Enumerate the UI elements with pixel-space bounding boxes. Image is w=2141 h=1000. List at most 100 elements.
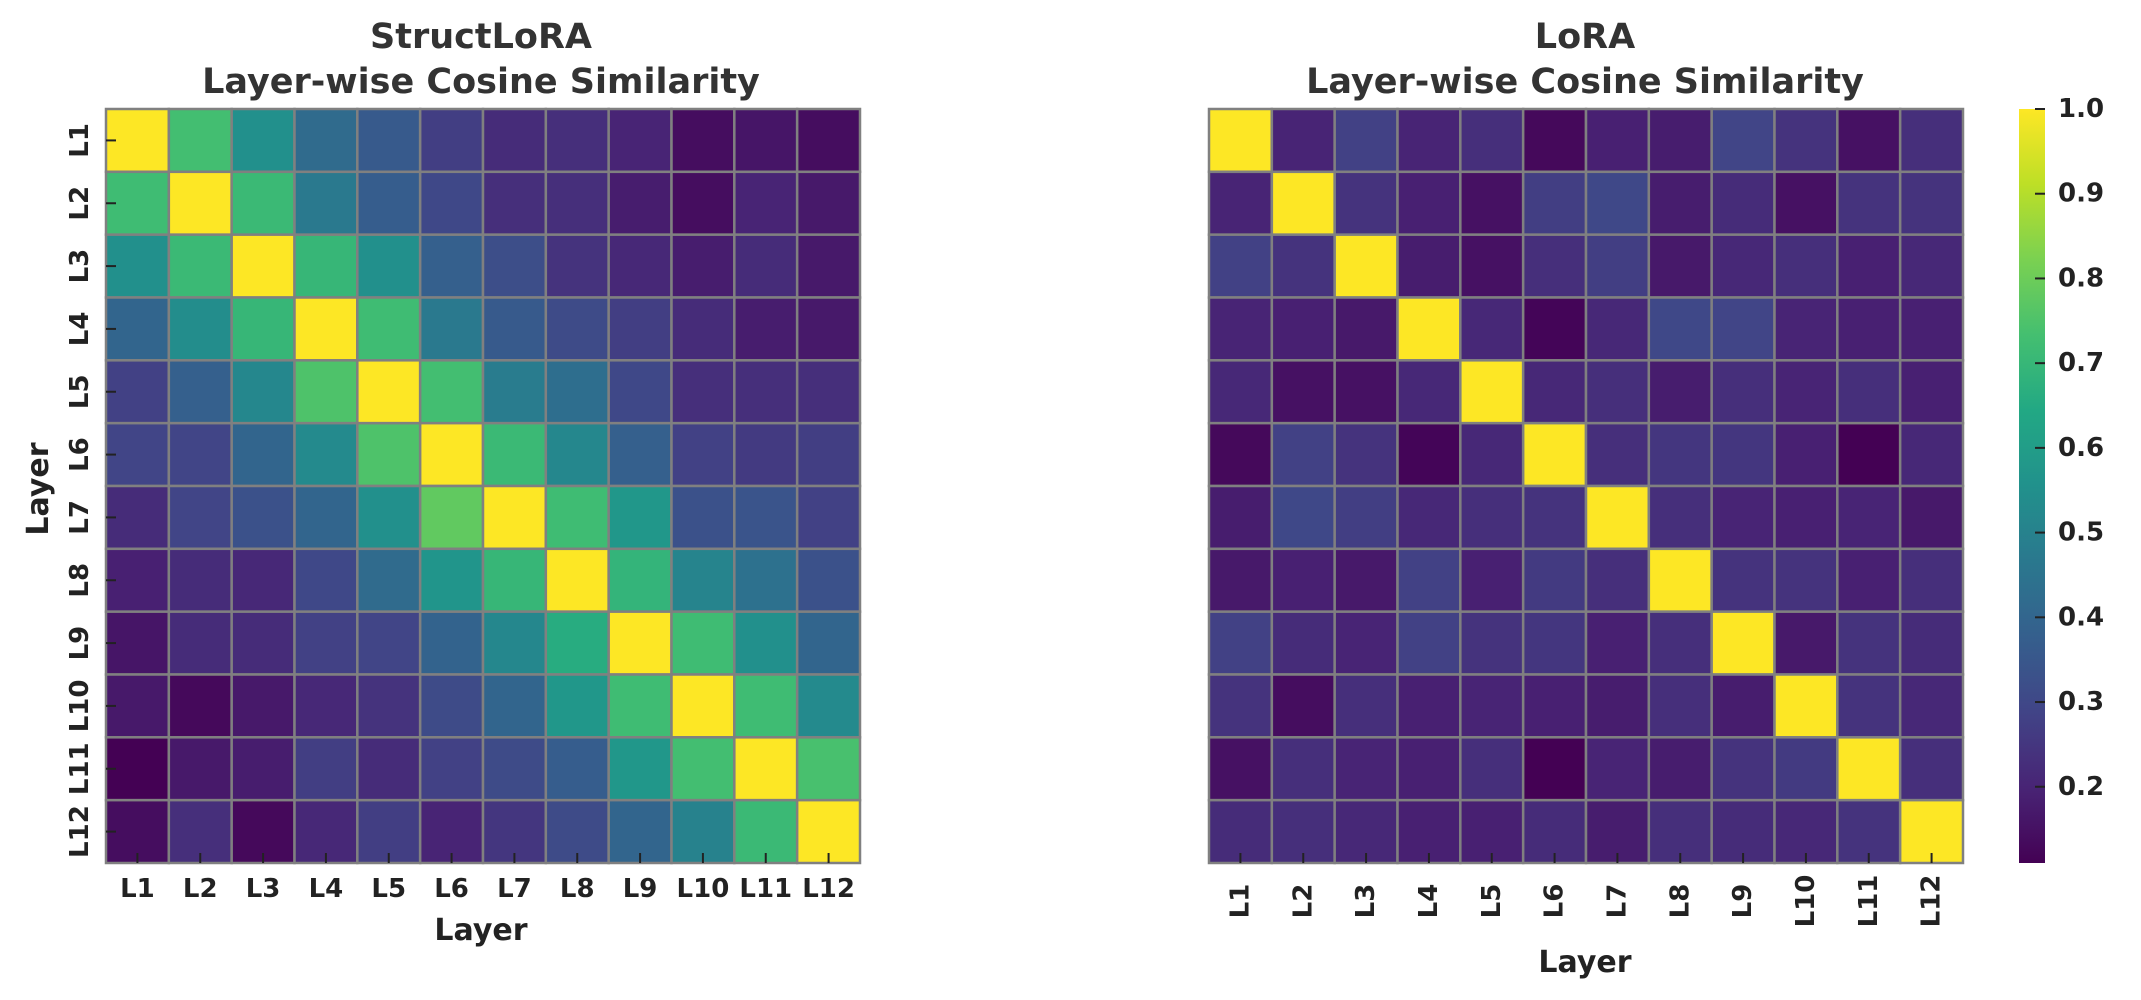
right-x-tick-label: L7 (1602, 884, 1632, 919)
left-cell-r11-c10 (670, 736, 736, 802)
left-cell-r8-c7 (481, 547, 548, 613)
right-cell-r8-c11 (1836, 547, 1902, 613)
right-cell-r10-c8 (1647, 673, 1713, 739)
left-cell-r1-c6 (418, 107, 485, 174)
left-cell-r6-c6 (418, 421, 485, 488)
left-cell-r12-c8 (544, 798, 610, 865)
right-cell-r7-c10 (1773, 484, 1839, 551)
left-cell-r12-c10 (670, 798, 736, 865)
right-cell-r5-c1 (1207, 359, 1274, 425)
right-cell-r4-c4 (1396, 296, 1462, 362)
right-cell-r2-c2 (1270, 170, 1336, 236)
left-y-tick-label: L1 (65, 123, 95, 158)
right-cell-r10-c12 (1898, 673, 1965, 739)
right-x-tick-label: L2 (1288, 884, 1318, 919)
right-cell-r9-c11 (1836, 610, 1902, 676)
left-cell-r2-c12 (795, 170, 862, 236)
right-cell-r10-c4 (1396, 673, 1462, 739)
left-cell-r1-c8 (544, 107, 610, 174)
right-x-axis-label: Layer (1538, 945, 1631, 980)
right-cell-r11-c8 (1647, 736, 1713, 802)
left-x-tick-label: L12 (802, 874, 855, 904)
right-cell-r1-c6 (1521, 107, 1588, 174)
right-cell-r6-c6 (1521, 421, 1588, 488)
right-cell-r9-c1 (1207, 610, 1274, 676)
colorbar-tick-label: 0.7 (2058, 348, 2104, 378)
left-x-tick-label: L5 (371, 874, 406, 904)
right-cell-r4-c3 (1333, 296, 1399, 362)
left-cell-r7-c3 (230, 484, 296, 551)
right-cell-r3-c5 (1459, 233, 1525, 299)
left-cell-r1-c4 (293, 107, 359, 174)
left-cell-r5-c12 (795, 359, 862, 425)
right-cell-r9-c10 (1773, 610, 1839, 676)
left-cell-r11-c7 (481, 736, 548, 802)
left-cell-r5-c9 (607, 359, 673, 425)
left-cell-r9-c4 (293, 610, 359, 676)
right-title-line2: Layer-wise Cosine Similarity (1306, 62, 1864, 102)
right-cell-r6-c8 (1647, 421, 1713, 488)
left-x-tick-label: L8 (560, 874, 595, 904)
right-cell-r4-c2 (1270, 296, 1336, 362)
right-cell-r2-c6 (1521, 170, 1588, 236)
left-cell-r4-c10 (670, 296, 736, 362)
right-cell-r7-c1 (1207, 484, 1274, 551)
left-cell-r4-c4 (293, 296, 359, 362)
right-cell-r8-c2 (1270, 547, 1336, 613)
left-cell-r1-c3 (230, 107, 296, 174)
left-cell-r1-c2 (167, 107, 233, 174)
left-cell-r6-c2 (167, 421, 233, 488)
left-x-tick-label: L10 (677, 874, 730, 904)
right-cell-r5-c8 (1647, 359, 1713, 425)
right-cell-r4-c12 (1898, 296, 1965, 362)
left-x-tick-label: L1 (120, 874, 155, 904)
left-cell-r10-c2 (167, 673, 233, 739)
left-cell-r10-c4 (293, 673, 359, 739)
left-cell-r2-c7 (481, 170, 548, 236)
left-cell-r10-c11 (733, 673, 799, 739)
right-x-tick-label: L3 (1351, 884, 1381, 919)
right-cell-r5-c7 (1584, 359, 1651, 425)
left-cell-r1-c12 (795, 107, 862, 174)
left-cell-r7-c6 (418, 484, 485, 551)
left-cell-r6-c5 (356, 421, 422, 488)
left-cell-r6-c11 (733, 421, 799, 488)
right-cell-r2-c3 (1333, 170, 1399, 236)
right-cell-r7-c2 (1270, 484, 1336, 551)
right-cell-r3-c11 (1836, 233, 1902, 299)
left-cell-r12-c1 (104, 798, 171, 865)
right-cell-r11-c10 (1773, 736, 1839, 802)
colorbar-tick-label: 0.3 (2058, 687, 2104, 717)
right-cell-r5-c11 (1836, 359, 1902, 425)
left-x-tick-label: L9 (623, 874, 658, 904)
left-cell-r9-c12 (795, 610, 862, 676)
right-cell-r9-c8 (1647, 610, 1713, 676)
colorbar-tick-label: 0.4 (2058, 602, 2104, 632)
right-cell-r9-c6 (1521, 610, 1588, 676)
left-heatmap (104, 107, 862, 865)
colorbar-tick-label: 0.5 (2058, 518, 2104, 548)
colorbar (2019, 109, 2045, 863)
right-cell-r11-c3 (1333, 736, 1399, 802)
left-cell-r1-c11 (733, 107, 799, 174)
right-cell-r10-c3 (1333, 673, 1399, 739)
right-x-tick-label: L11 (1854, 875, 1884, 928)
left-cell-r9-c11 (733, 610, 799, 676)
right-cell-r9-c7 (1584, 610, 1651, 676)
right-cell-r3-c9 (1710, 233, 1776, 299)
left-cell-r9-c3 (230, 610, 296, 676)
left-x-tick-label: L7 (497, 874, 532, 904)
colorbar-ticks: 0.2 0.3 0.4 0.5 0.6 0.7 0.8 0.9 1.0 (2035, 94, 2104, 802)
right-cell-r7-c6 (1521, 484, 1588, 551)
right-cell-r5-c6 (1521, 359, 1588, 425)
right-cell-r7-c12 (1898, 484, 1965, 551)
left-cell-r3-c10 (670, 233, 736, 299)
right-cell-r2-c4 (1396, 170, 1462, 236)
right-cell-r3-c1 (1207, 233, 1274, 299)
right-cell-r9-c9 (1710, 610, 1776, 676)
right-cell-r3-c3 (1333, 233, 1399, 299)
right-cell-r1-c3 (1333, 107, 1399, 174)
right-cell-r11-c2 (1270, 736, 1336, 802)
left-cell-r5-c8 (544, 359, 610, 425)
